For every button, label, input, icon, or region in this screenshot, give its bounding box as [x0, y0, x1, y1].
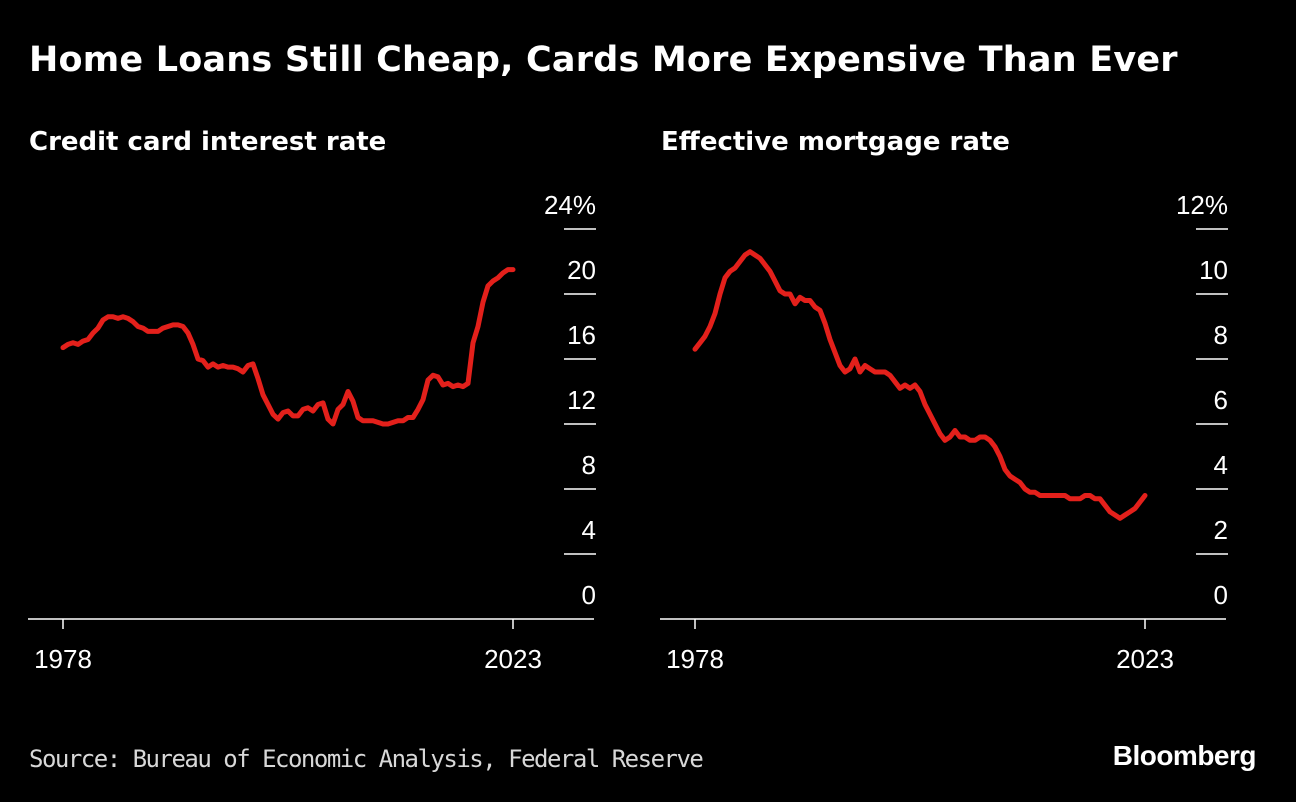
chart-title-credit-card: Credit card interest rate	[29, 127, 387, 157]
y-tick-label: 10	[1199, 255, 1228, 285]
bloomberg-logo: Bloomberg	[1112, 740, 1257, 771]
y-tick-label: 2	[1214, 515, 1228, 545]
y-tick-label: 4	[1214, 450, 1228, 480]
headline: Home Loans Still Cheap, Cards More Expen…	[29, 40, 1178, 80]
credit-card-rate-chart: 0 4 8 12 16 20 24% 1978 2023	[28, 190, 596, 674]
x-tick-label: 2023	[1116, 644, 1174, 674]
series-line	[60, 267, 516, 427]
y-tick-label: 20	[567, 255, 596, 285]
mortgage-rate-chart: 0 2 4 6 8 10 12% 1978 2023	[660, 190, 1228, 674]
x-tick-label: 2023	[484, 644, 542, 674]
x-tick-label: 1978	[34, 644, 92, 674]
x-tick-label: 1978	[666, 644, 724, 674]
y-tick-label: 0	[1214, 580, 1228, 610]
source-note: Source: Bureau of Economic Analysis, Fed…	[29, 745, 704, 773]
y-tick-label: 16	[567, 320, 596, 350]
y-tick-label: 4	[582, 515, 596, 545]
y-tick-label: 6	[1214, 385, 1228, 415]
y-tick-label: 8	[582, 450, 596, 480]
y-tick-label: 12	[567, 385, 596, 415]
y-tick-label: 24%	[544, 190, 596, 220]
y-tick-label: 8	[1214, 320, 1228, 350]
y-tick-label: 0	[582, 580, 596, 610]
y-tick-label: 12%	[1176, 190, 1228, 220]
series-line	[692, 249, 1148, 521]
chart-title-mortgage: Effective mortgage rate	[661, 127, 1010, 157]
